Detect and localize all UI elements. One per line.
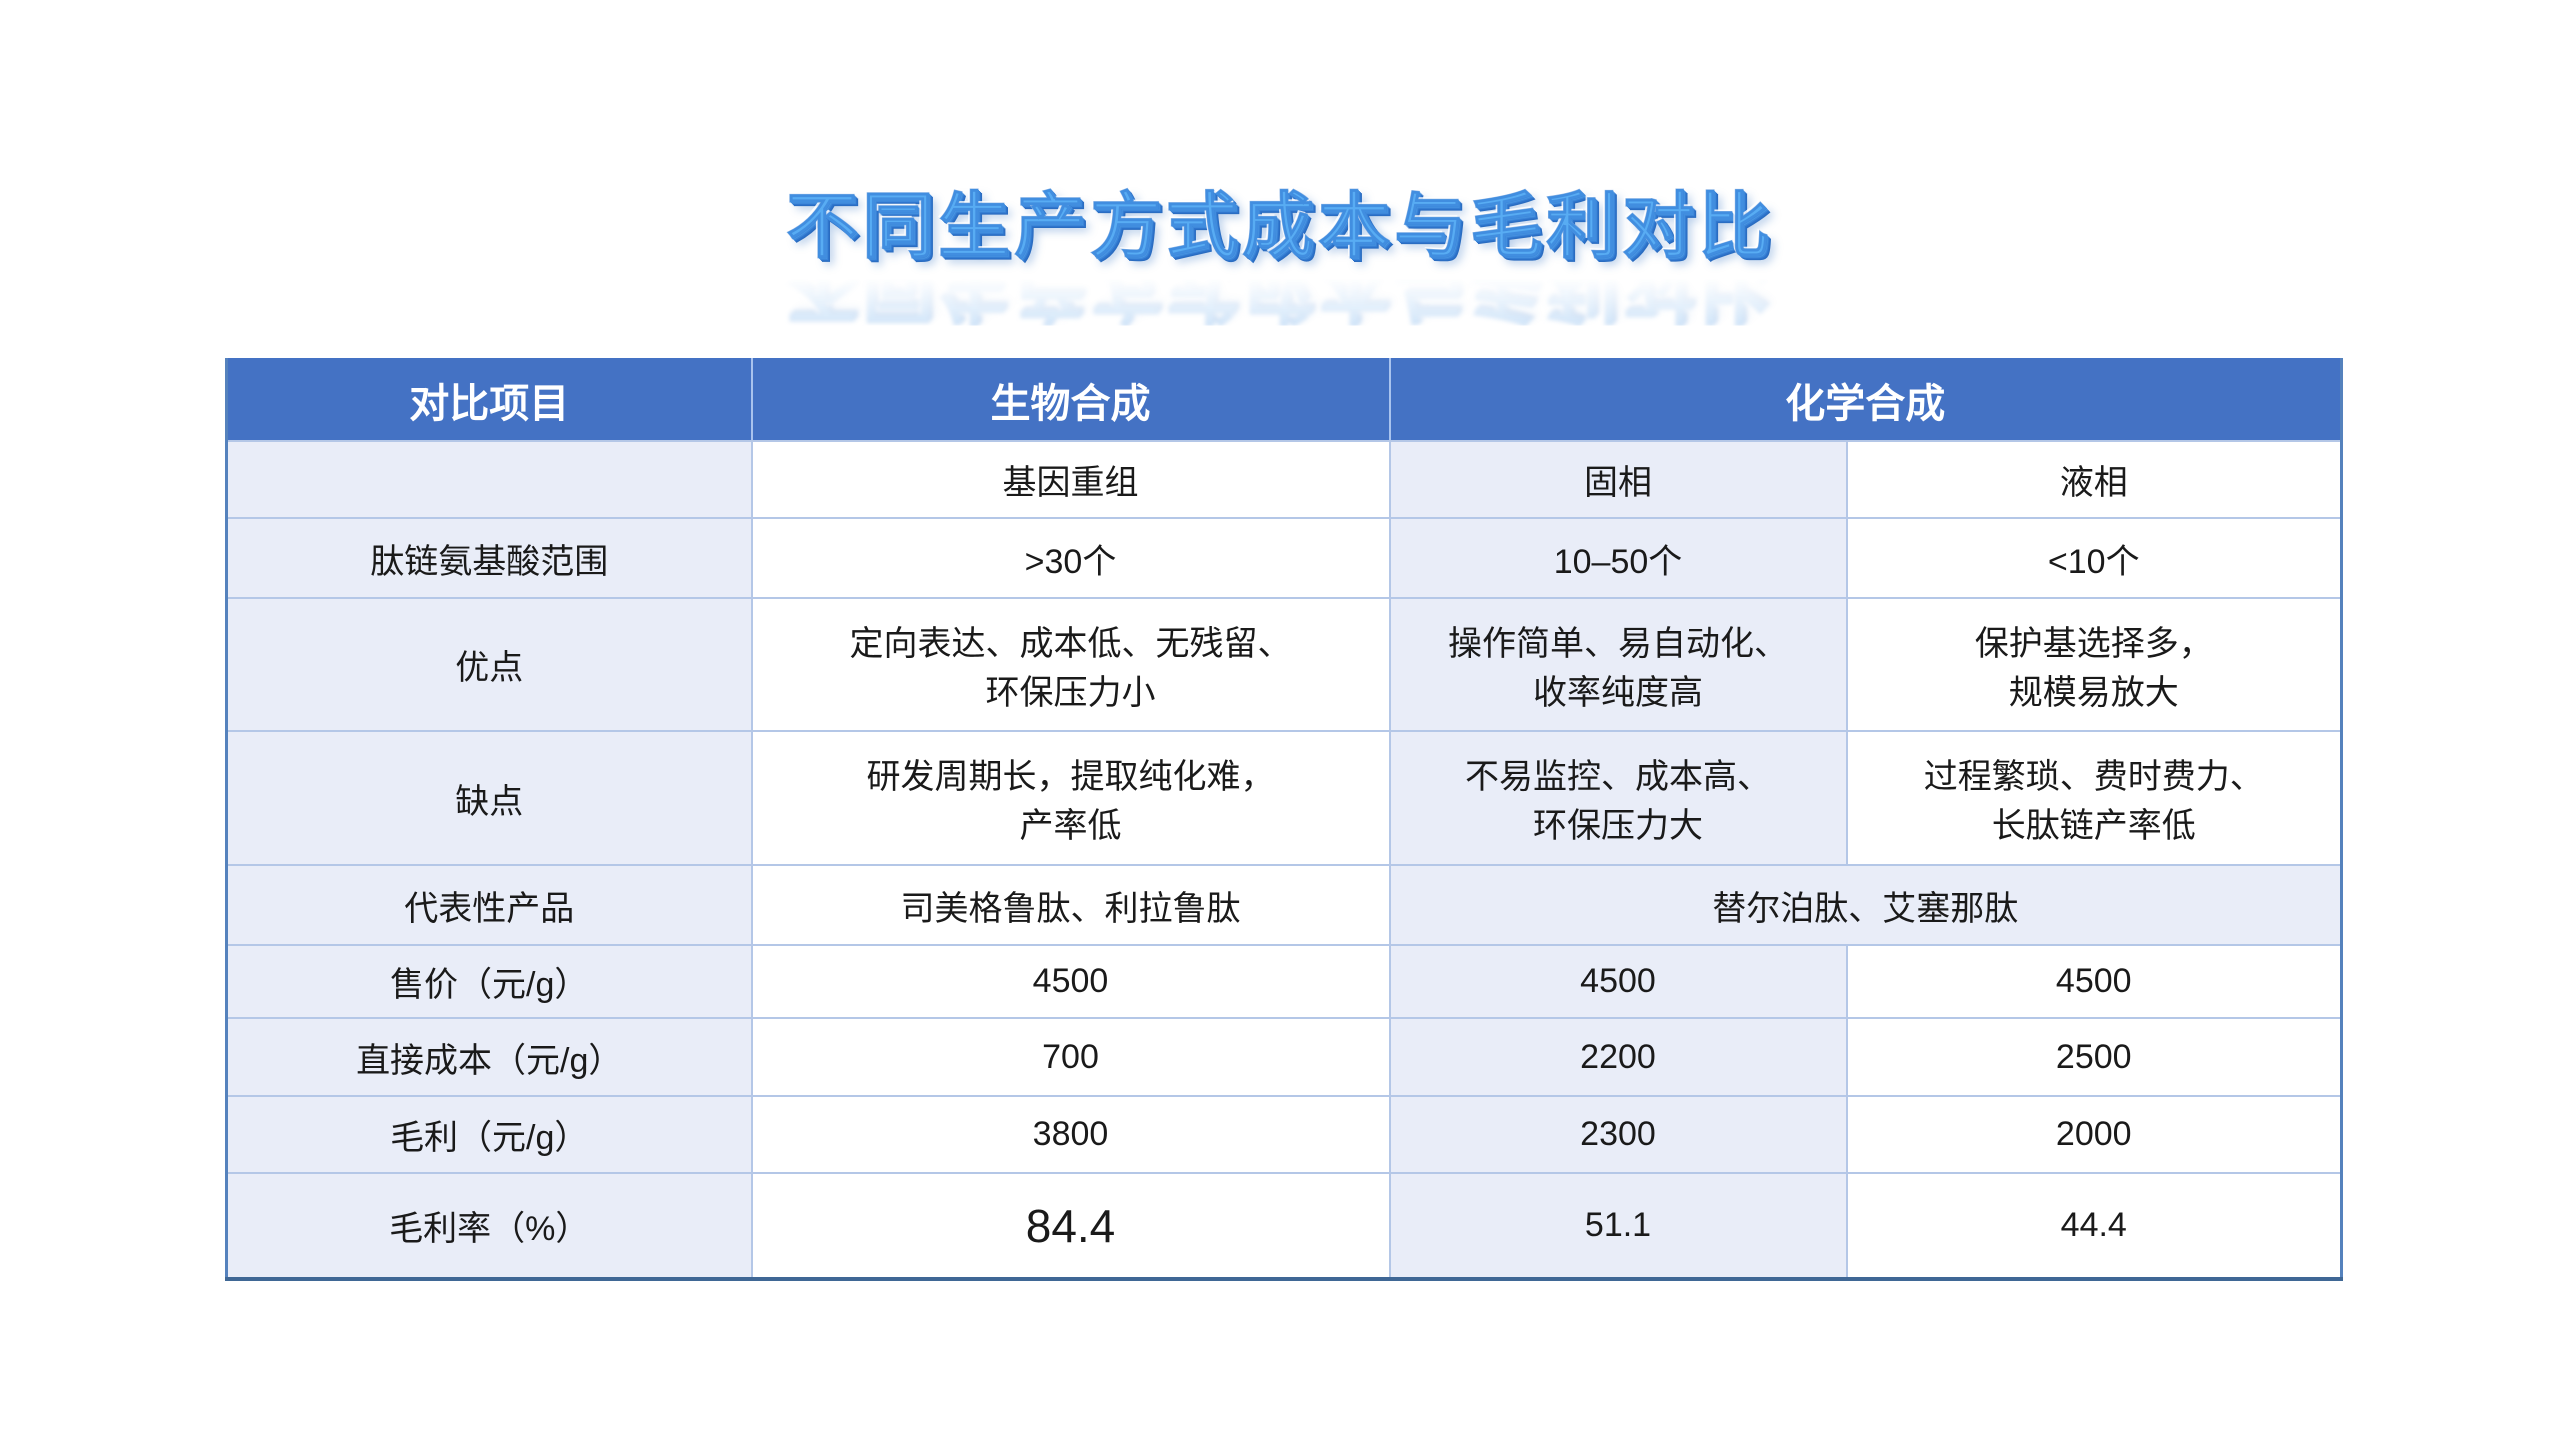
row-label: 售价（元/g） bbox=[225, 944, 753, 1019]
header-cell-item: 对比项目 bbox=[225, 358, 753, 442]
row-gross-profit: 毛利（元/g） 3800 2300 2000 bbox=[225, 1095, 2343, 1174]
row-label: 代表性产品 bbox=[225, 864, 753, 946]
cell-bio: 司美格鲁肽、利拉鲁肽 bbox=[750, 864, 1391, 946]
cell-chem-merged: 替尔泊肽、艾塞那肽 bbox=[1388, 864, 2343, 946]
row-label: 肽链氨基酸范围 bbox=[225, 517, 753, 599]
row-label: 毛利（元/g） bbox=[225, 1095, 753, 1174]
subheader-cell-solid: 固相 bbox=[1388, 440, 1848, 519]
row-advantages: 优点 定向表达、成本低、无残留、 环保压力小 操作简单、易自动化、 收率纯度高 … bbox=[225, 597, 2343, 732]
cell-bio: 定向表达、成本低、无残留、 环保压力小 bbox=[750, 597, 1391, 732]
cell-solid: 4500 bbox=[1388, 944, 1848, 1019]
row-amino-range: 肽链氨基酸范围 >30个 10–50个 <10个 bbox=[225, 517, 2343, 599]
row-label: 直接成本（元/g） bbox=[225, 1017, 753, 1097]
cell-liquid: <10个 bbox=[1845, 517, 2343, 599]
row-products: 代表性产品 司美格鲁肽、利拉鲁肽 替尔泊肽、艾塞那肽 bbox=[225, 864, 2343, 946]
cell-solid: 2300 bbox=[1388, 1095, 1848, 1174]
subheader-row: 基因重组 固相 液相 bbox=[225, 440, 2343, 519]
comparison-table: 对比项目 生物合成 化学合成 基因重组 固相 液相 肽链氨基酸范围 >30个 1… bbox=[225, 358, 2343, 1281]
slide-title-block: 不同生产方式成本与毛利对比 不同生产方式成本与毛利对比 bbox=[0, 187, 2560, 329]
subheader-cell-bio: 基因重组 bbox=[750, 440, 1391, 519]
row-price: 售价（元/g） 4500 4500 4500 bbox=[225, 944, 2343, 1019]
cell-liquid: 过程繁琐、费时费力、 长肽链产率低 bbox=[1845, 730, 2343, 866]
cell-liquid: 2000 bbox=[1845, 1095, 2343, 1174]
cell-solid: 操作简单、易自动化、 收率纯度高 bbox=[1388, 597, 1848, 732]
cell-liquid: 44.4 bbox=[1845, 1172, 2343, 1280]
page-title-reflection: 不同生产方式成本与毛利对比 bbox=[785, 248, 1774, 329]
header-cell-chem: 化学合成 bbox=[1388, 358, 2343, 442]
cell-bio: 研发周期长，提取纯化难， 产率低 bbox=[750, 730, 1391, 866]
cell-bio: 700 bbox=[750, 1017, 1391, 1097]
row-label: 缺点 bbox=[225, 730, 753, 866]
cell-solid: 2200 bbox=[1388, 1017, 1848, 1097]
header-cell-bio: 生物合成 bbox=[750, 358, 1391, 442]
page-title: 不同生产方式成本与毛利对比 bbox=[785, 187, 1774, 267]
subheader-cell-empty bbox=[225, 440, 753, 519]
cell-liquid: 保护基选择多， 规模易放大 bbox=[1845, 597, 2343, 732]
cell-bio: 3800 bbox=[750, 1095, 1391, 1174]
row-disadvantages: 缺点 研发周期长，提取纯化难， 产率低 不易监控、成本高、 环保压力大 过程繁琐… bbox=[225, 730, 2343, 866]
cell-bio: 4500 bbox=[750, 944, 1391, 1019]
cell-liquid: 2500 bbox=[1845, 1017, 2343, 1097]
cell-liquid: 4500 bbox=[1845, 944, 2343, 1019]
cell-solid: 51.1 bbox=[1388, 1172, 1848, 1280]
cell-bio: >30个 bbox=[750, 517, 1391, 599]
row-gross-margin: 毛利率（%） 84.4 51.1 44.4 bbox=[225, 1172, 2343, 1280]
subheader-cell-liquid: 液相 bbox=[1845, 440, 2343, 519]
header-row: 对比项目 生物合成 化学合成 bbox=[225, 358, 2343, 442]
cell-bio: 84.4 bbox=[750, 1172, 1391, 1280]
row-label: 毛利率（%） bbox=[225, 1172, 753, 1280]
cell-solid: 不易监控、成本高、 环保压力大 bbox=[1388, 730, 1848, 866]
row-direct-cost: 直接成本（元/g） 700 2200 2500 bbox=[225, 1017, 2343, 1097]
row-label: 优点 bbox=[225, 597, 753, 732]
cell-solid: 10–50个 bbox=[1388, 517, 1848, 599]
